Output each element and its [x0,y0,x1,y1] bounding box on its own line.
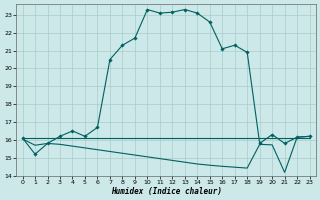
X-axis label: Humidex (Indice chaleur): Humidex (Indice chaleur) [111,187,221,196]
